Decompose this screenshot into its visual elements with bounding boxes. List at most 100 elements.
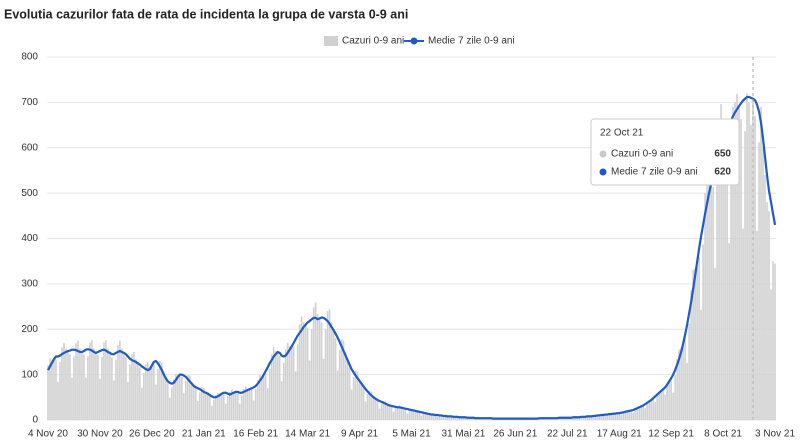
bar (686, 362, 688, 420)
bar (344, 352, 347, 420)
bar (376, 400, 379, 420)
bar (222, 394, 225, 420)
bar (634, 408, 636, 420)
bar (77, 340, 79, 420)
bar (712, 187, 714, 420)
bar (270, 354, 273, 420)
bar (97, 355, 99, 420)
bar (372, 395, 375, 420)
bar (65, 348, 67, 420)
bar (630, 410, 632, 420)
bar (248, 389, 251, 420)
legend-swatch[interactable] (410, 37, 418, 45)
bar (596, 415, 599, 420)
bar (93, 348, 95, 420)
bar (165, 378, 167, 420)
bar (228, 391, 231, 420)
bar (161, 362, 163, 420)
bar (572, 416, 575, 420)
bar (666, 382, 668, 420)
bar (426, 412, 429, 420)
legend-label[interactable]: Medie 7 zile 0-9 ani (428, 36, 515, 47)
bar (47, 365, 49, 420)
bar (326, 311, 329, 420)
bar (240, 395, 243, 420)
bar (734, 102, 736, 420)
bar (316, 314, 319, 420)
bar (121, 348, 123, 420)
bar (694, 268, 696, 420)
y-tick-label: 100 (21, 369, 38, 380)
bar (204, 391, 207, 420)
bar (242, 389, 245, 420)
bar (59, 361, 61, 420)
bar (244, 386, 247, 420)
bar (646, 401, 648, 420)
bar (338, 349, 341, 420)
bar (147, 362, 149, 420)
bar (642, 405, 644, 420)
tooltip-title: 22 Oct 21 (600, 128, 644, 139)
bar (384, 401, 387, 420)
bar (740, 119, 742, 420)
bar (167, 383, 169, 420)
bar (590, 416, 593, 420)
bar (650, 399, 652, 420)
bar (436, 416, 439, 420)
bar (768, 211, 770, 420)
bar (230, 389, 233, 420)
tooltip-label: Cazuri 0-9 ani (611, 149, 673, 160)
x-tick-label: 26 Jun 21 (493, 429, 537, 440)
bar (224, 403, 227, 420)
bar (698, 257, 700, 420)
bar (200, 387, 203, 420)
bar (214, 395, 217, 420)
bar (350, 389, 353, 420)
bar (137, 363, 139, 420)
x-tick-label: 17 Aug 21 (597, 429, 642, 440)
bar (668, 381, 670, 420)
bar (226, 396, 229, 420)
bar (113, 380, 115, 420)
bar (380, 403, 383, 420)
bar (312, 307, 315, 420)
bar (346, 360, 349, 420)
bar (584, 416, 587, 420)
bar (290, 346, 293, 420)
bar (196, 400, 199, 420)
legend-label[interactable]: Cazuri 0-9 ani (342, 36, 404, 47)
bar (678, 349, 680, 420)
bar (107, 348, 109, 420)
bar (187, 375, 189, 420)
bar (286, 342, 289, 420)
legend-swatch[interactable] (324, 36, 338, 46)
bar (730, 150, 732, 420)
y-tick-label: 300 (21, 279, 38, 290)
bar (648, 400, 650, 420)
bar (430, 414, 433, 420)
bar (368, 390, 371, 420)
bar (438, 415, 441, 420)
x-tick-label: 14 Mar 21 (285, 429, 330, 440)
bar (706, 170, 708, 420)
bar (710, 184, 712, 420)
bar (55, 359, 57, 420)
bar (656, 393, 658, 420)
bar (600, 416, 603, 420)
bar (109, 352, 111, 420)
bar (752, 98, 754, 421)
bar (300, 316, 303, 420)
bar (73, 356, 75, 420)
bar (220, 393, 223, 420)
bar (658, 391, 660, 420)
bar (282, 362, 285, 420)
bar (210, 405, 213, 420)
bar (446, 415, 449, 420)
bar (348, 367, 351, 420)
bar (75, 343, 77, 420)
bar (129, 364, 131, 420)
bar (234, 391, 237, 420)
bar (592, 415, 595, 420)
bar (382, 400, 385, 420)
